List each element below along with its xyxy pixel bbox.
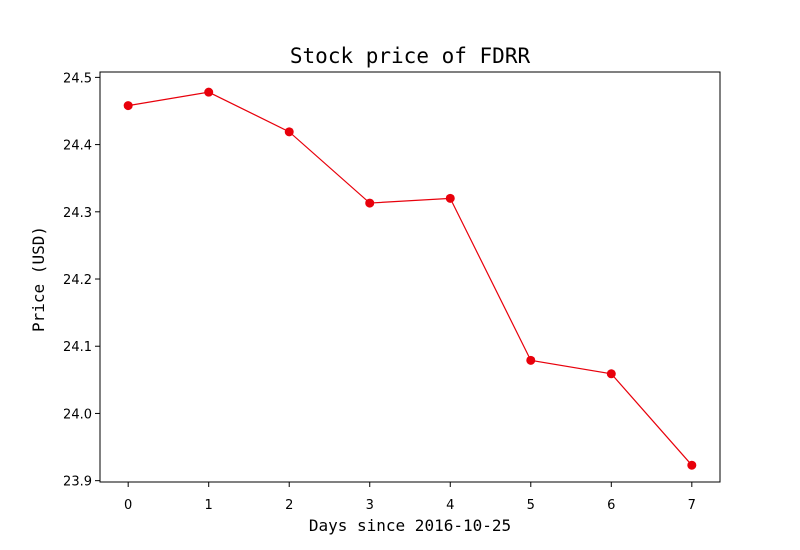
data-point (445, 193, 455, 203)
plot-frame (99, 71, 721, 483)
x-tick-label: 6 (607, 498, 615, 513)
chart-title: Stock price of FDRR (290, 44, 531, 68)
y-tick-label: 24.4 (63, 139, 92, 154)
y-tick-label: 24.3 (63, 206, 92, 221)
data-point (123, 101, 133, 111)
data-point (284, 127, 294, 137)
y-tick-label: 24.0 (63, 407, 92, 422)
data-point (365, 198, 375, 208)
x-tick-label: 4 (446, 498, 454, 513)
data-point (687, 460, 697, 470)
x-tick-label: 2 (285, 498, 293, 513)
series-layer (123, 87, 697, 470)
y-tick-label: 24.5 (63, 71, 92, 86)
x-tick-label: 0 (124, 498, 132, 513)
x-axis-label: Days since 2016-10-25 (309, 516, 511, 535)
x-tick-label: 3 (366, 498, 374, 513)
y-axis-ticks: 23.9 24.0 24.1 24.2 24.3 24.4 24.5 (63, 71, 100, 490)
y-axis-label: Price (USD) (29, 226, 48, 332)
data-point (526, 355, 536, 365)
x-tick-label: 1 (205, 498, 213, 513)
x-tick-label: 5 (527, 498, 535, 513)
y-tick-label: 24.2 (63, 273, 92, 288)
y-tick-label: 24.1 (63, 340, 92, 355)
data-point (606, 369, 616, 379)
series-line (128, 91, 693, 466)
x-axis-ticks: 0 1 2 3 4 5 6 7 (124, 482, 696, 513)
x-tick-label: 7 (688, 498, 696, 513)
data-point (204, 87, 214, 97)
y-tick-label: 23.9 (63, 475, 92, 490)
